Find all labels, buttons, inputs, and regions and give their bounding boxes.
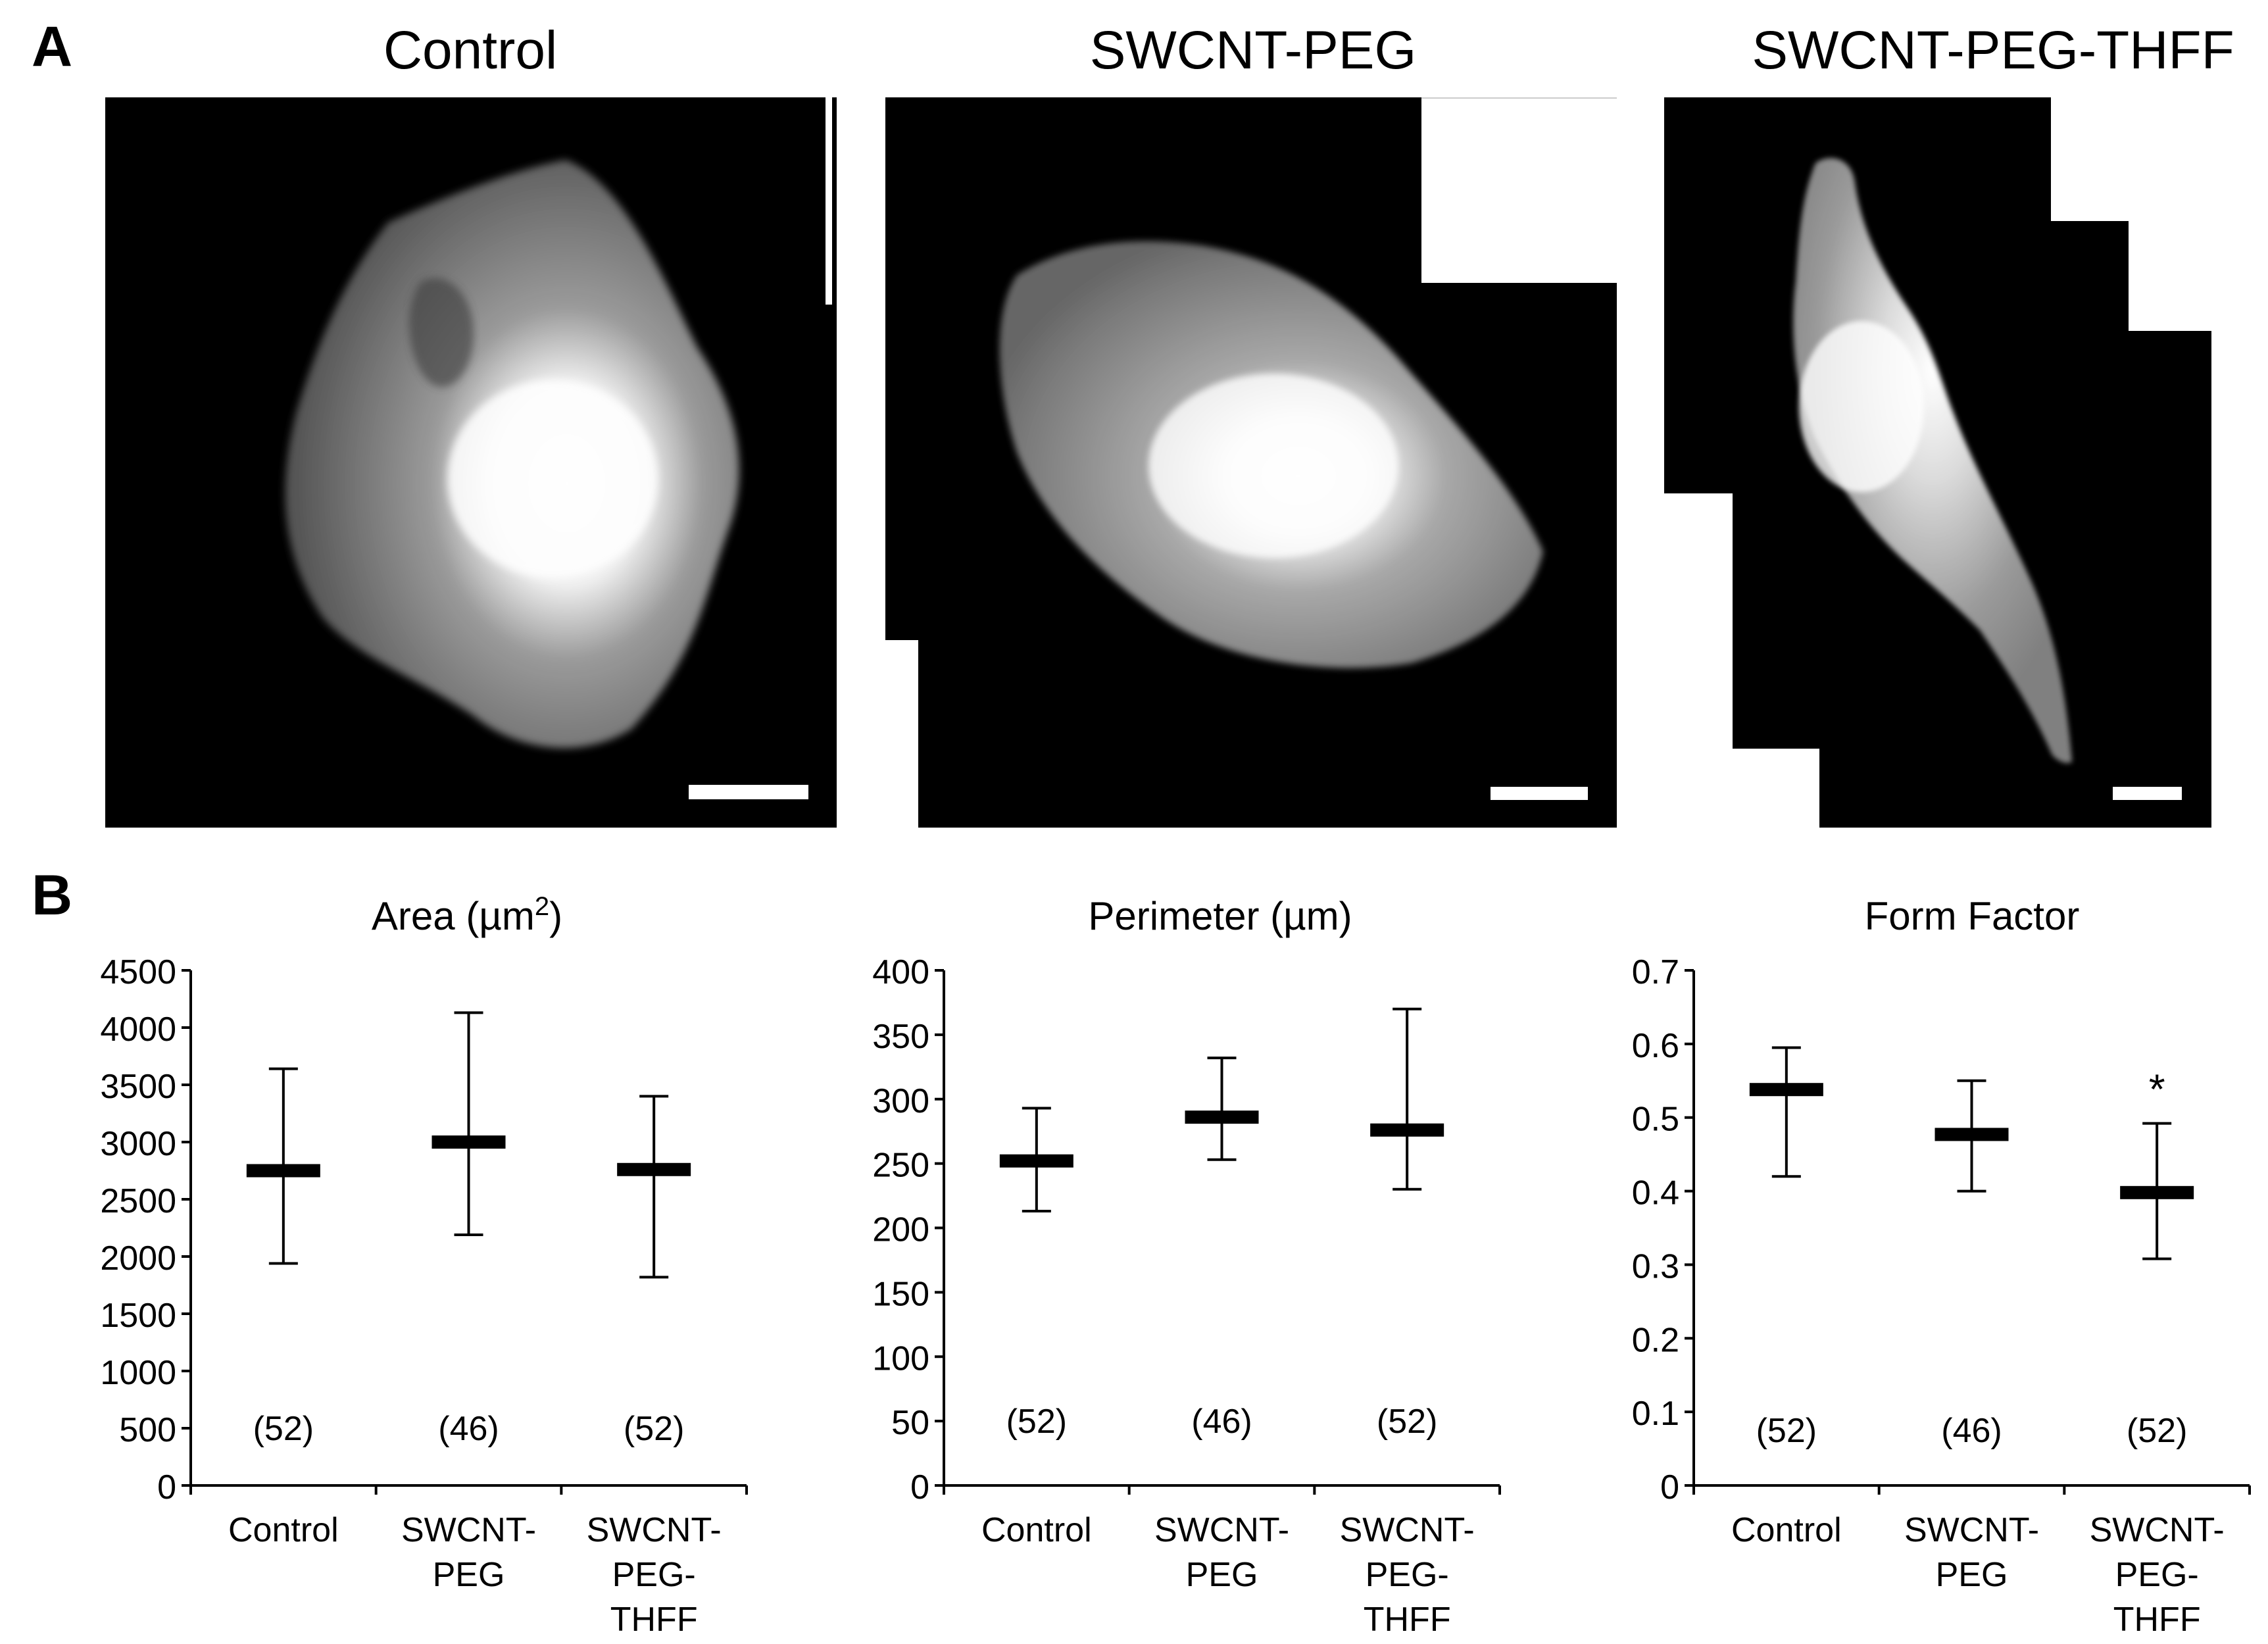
chart0-y-tick-label: 0 bbox=[157, 1468, 176, 1507]
chart0-y-tick-label: 3000 bbox=[100, 1125, 176, 1163]
chart0-y-tick-label: 4500 bbox=[100, 953, 176, 991]
chart1-n-label: (52) bbox=[1377, 1403, 1437, 1441]
chart2-mean-marker bbox=[2120, 1185, 2194, 1199]
chart2-n-label: (52) bbox=[2127, 1412, 2187, 1450]
chart0-y-tick-label: 2500 bbox=[100, 1182, 176, 1220]
chart0-x-tick-label: PEG bbox=[433, 1556, 505, 1594]
chart2-x-tick-label: SWCNT- bbox=[2090, 1511, 2225, 1549]
chart2-x-tick-label: PEG bbox=[1936, 1556, 2008, 1594]
image-title-swcnt-peg-thff: SWCNT-PEG-THFF bbox=[1752, 20, 2234, 80]
image-title-control: Control bbox=[383, 20, 558, 80]
chart1-x-tick-label: SWCNT- bbox=[1340, 1511, 1475, 1549]
chart2-n-label: (46) bbox=[1941, 1412, 2002, 1450]
chart2-y-tick-label: 0.4 bbox=[1632, 1174, 1679, 1212]
chart0-mean-marker bbox=[617, 1162, 691, 1176]
chart0-mean-marker bbox=[431, 1135, 506, 1149]
chart1-x-tick-label: SWCNT- bbox=[1154, 1511, 1289, 1549]
chart1-x-tick-label: THFF bbox=[1364, 1601, 1451, 1639]
chart1-y-tick-label: 150 bbox=[872, 1275, 929, 1313]
cell-swcnt-peg-thff bbox=[1793, 158, 2072, 763]
chart0-x-tick-label: Control bbox=[228, 1511, 339, 1549]
chart0-x-tick-label: SWCNT- bbox=[401, 1511, 536, 1549]
chart0-n-label: (46) bbox=[438, 1410, 499, 1448]
chart2-n-label: (52) bbox=[1756, 1412, 1817, 1450]
chart0-y-tick-label: 500 bbox=[119, 1411, 176, 1449]
chart2-y-tick-label: 0.3 bbox=[1632, 1247, 1679, 1285]
scale-bar-control bbox=[689, 785, 808, 799]
chart0-n-label: (52) bbox=[253, 1410, 314, 1448]
chart1-n-label: (52) bbox=[1006, 1403, 1067, 1441]
panel-a-letter: A bbox=[32, 15, 73, 78]
chart0-title: Area (µm2) bbox=[372, 892, 562, 938]
chart2-x-tick-label: THFF bbox=[2113, 1601, 2201, 1639]
chart1-y-tick-label: 100 bbox=[872, 1339, 929, 1378]
chart2-mean-marker bbox=[1749, 1083, 1823, 1097]
micrograph-swcnt-peg-thff bbox=[1664, 97, 2211, 828]
chart1-x-tick-label: PEG bbox=[1186, 1556, 1258, 1594]
chart2-x-tick-label: PEG- bbox=[2115, 1556, 2199, 1594]
chart2-title: Form Factor bbox=[1865, 894, 2080, 938]
chart1-y-tick-label: 200 bbox=[872, 1211, 929, 1249]
chart1-y-tick-label: 250 bbox=[872, 1147, 929, 1185]
chart2-y-tick-label: 0.1 bbox=[1632, 1395, 1679, 1433]
chart2-y-tick-label: 0.2 bbox=[1632, 1321, 1679, 1359]
chart2-y-tick-label: 0.5 bbox=[1632, 1101, 1679, 1139]
chart0-y-tick-label: 4000 bbox=[100, 1010, 176, 1049]
chart0-x-tick-label: PEG- bbox=[612, 1556, 696, 1594]
chart1-y-tick-label: 300 bbox=[872, 1082, 929, 1120]
chart1-y-tick-label: 400 bbox=[872, 953, 929, 991]
chart2-y-tick-label: 0 bbox=[1660, 1468, 1679, 1507]
chart2-significance-mark: * bbox=[2149, 1066, 2165, 1113]
chart2-x-tick-label: Control bbox=[1731, 1511, 1842, 1549]
chart1-mean-marker bbox=[999, 1154, 1073, 1168]
image-title-swcnt-peg: SWCNT-PEG bbox=[1089, 20, 1417, 80]
chart2-y-tick-label: 0.7 bbox=[1632, 953, 1679, 991]
chart0-mean-marker bbox=[246, 1164, 320, 1178]
chart0-x-tick-label: SWCNT- bbox=[587, 1511, 722, 1549]
chart1-mean-marker bbox=[1370, 1123, 1444, 1137]
chart0-y-tick-label: 1500 bbox=[100, 1297, 176, 1335]
chart1-y-tick-label: 0 bbox=[910, 1468, 929, 1507]
micrograph-swcnt-peg bbox=[885, 97, 1617, 828]
chart1-y-tick-label: 50 bbox=[891, 1404, 929, 1442]
chart1-mean-marker bbox=[1185, 1110, 1259, 1124]
chart0-n-label: (52) bbox=[624, 1410, 684, 1448]
panel-b-letter: B bbox=[32, 864, 73, 927]
micrograph-control bbox=[105, 97, 837, 828]
chart2-x-tick-label: SWCNT- bbox=[1904, 1511, 2039, 1549]
chart1-title: Perimeter (µm) bbox=[1088, 894, 1352, 938]
chart2-mean-marker bbox=[1935, 1128, 2009, 1141]
chart2-y-tick-label: 0.6 bbox=[1632, 1027, 1679, 1065]
chart0-x-tick-label: THFF bbox=[610, 1601, 698, 1639]
chart0-y-tick-label: 2000 bbox=[100, 1239, 176, 1278]
scale-bar-swcnt-peg-thff bbox=[2113, 787, 2182, 800]
chart0-y-tick-label: 1000 bbox=[100, 1354, 176, 1392]
chart1-y-tick-label: 350 bbox=[872, 1018, 929, 1056]
chart0-y-tick-label: 3500 bbox=[100, 1068, 176, 1106]
chart1-n-label: (46) bbox=[1191, 1403, 1252, 1441]
scale-bar-swcnt-peg bbox=[1491, 787, 1588, 800]
chart1-x-tick-label: PEG- bbox=[1366, 1556, 1449, 1594]
chart1-x-tick-label: Control bbox=[981, 1511, 1092, 1549]
